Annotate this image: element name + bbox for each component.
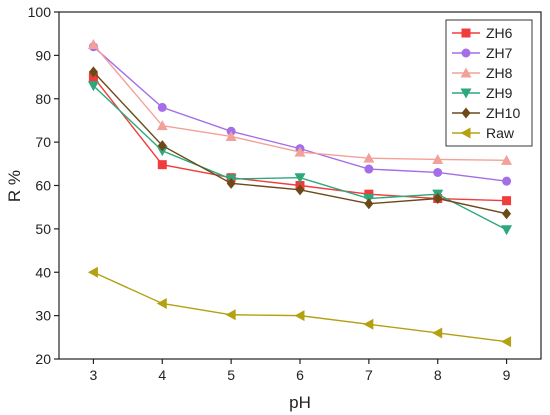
data-point-zh8 <box>501 154 513 165</box>
y-tick-label: 40 <box>35 264 51 280</box>
legend-marker-zh9 <box>460 88 472 99</box>
legend-marker-zh7 <box>461 48 471 58</box>
series-zh8 <box>87 39 513 165</box>
legend-label-zh9: ZH9 <box>486 85 513 101</box>
data-point-zh10 <box>364 198 374 210</box>
data-point-zh9 <box>501 225 513 236</box>
x-tick-label: 9 <box>503 367 511 383</box>
legend: ZH6 ZH7 ZH8 ZH9 ZH10 Raw <box>445 19 533 147</box>
series-zh10 <box>88 66 512 220</box>
y-tick-label: 30 <box>35 308 51 324</box>
x-axis-title: pH <box>289 393 311 412</box>
data-point-zh10 <box>295 184 305 196</box>
series-line-zh9 <box>92 85 507 231</box>
data-point-zh8 <box>225 130 237 141</box>
data-point-zh10 <box>433 193 443 205</box>
y-axis-title: R % <box>5 170 24 202</box>
data-point-zh8 <box>432 153 444 164</box>
data-point-zh10 <box>226 177 236 189</box>
legend-label-zh10: ZH10 <box>486 105 520 121</box>
x-tick-label: 8 <box>434 367 442 383</box>
data-point-raw <box>363 318 374 330</box>
data-point-raw <box>432 327 443 339</box>
data-point-raw <box>87 266 98 278</box>
legend-label-zh8: ZH8 <box>486 65 513 81</box>
data-point-zh9 <box>156 146 168 157</box>
x-tick-label: 6 <box>296 367 304 383</box>
legend-label-zh6: ZH6 <box>486 25 513 41</box>
data-point-zh6 <box>502 196 512 206</box>
y-tick-label: 90 <box>35 47 51 63</box>
data-point-raw <box>501 336 512 348</box>
x-tick-label: 4 <box>158 367 166 383</box>
y-tick-label: 60 <box>35 178 51 194</box>
series-line-zh7 <box>92 46 507 182</box>
data-point-zh8 <box>294 146 306 157</box>
y-tick-label: 100 <box>28 4 52 20</box>
y-tick-label: 70 <box>35 134 51 150</box>
data-point-zh7 <box>433 167 443 177</box>
legend-box <box>445 19 533 147</box>
legend-marker-raw <box>460 127 471 139</box>
x-tick-label: 5 <box>227 367 235 383</box>
legend-label-raw: Raw <box>486 125 515 141</box>
data-point-zh10 <box>157 140 167 152</box>
data-point-zh10 <box>88 66 98 78</box>
x-tick-label: 3 <box>90 367 98 383</box>
data-point-zh7 <box>157 102 167 112</box>
y-tick-label: 80 <box>35 91 51 107</box>
data-point-zh7 <box>502 176 512 186</box>
data-point-zh8 <box>363 152 375 163</box>
data-point-zh8 <box>156 120 168 131</box>
series-line-zh8 <box>92 44 507 162</box>
data-point-zh7 <box>364 164 374 174</box>
data-point-zh9 <box>294 173 306 184</box>
data-point-zh8 <box>87 39 99 50</box>
data-point-zh10 <box>502 208 512 220</box>
legend-label-zh7: ZH7 <box>486 45 513 61</box>
y-tick-label: 20 <box>35 351 51 367</box>
x-tick-label: 7 <box>365 367 373 383</box>
data-point-raw <box>156 297 167 309</box>
legend-marker-zh10 <box>461 107 471 119</box>
series-line-raw <box>93 271 507 343</box>
data-point-raw <box>225 309 236 321</box>
legend-marker-zh8 <box>460 67 472 78</box>
series-raw <box>87 266 512 348</box>
series-layer <box>87 39 513 348</box>
y-tick-label: 50 <box>35 221 51 237</box>
axis-ticks: 3 4 5 6 7 8 9 20 30 40 50 60 70 80 90 100 <box>28 4 511 383</box>
data-point-raw <box>294 310 305 322</box>
data-point-zh6 <box>157 160 167 170</box>
data-point-zh9 <box>87 81 99 92</box>
legend-marker-zh6 <box>461 28 471 38</box>
